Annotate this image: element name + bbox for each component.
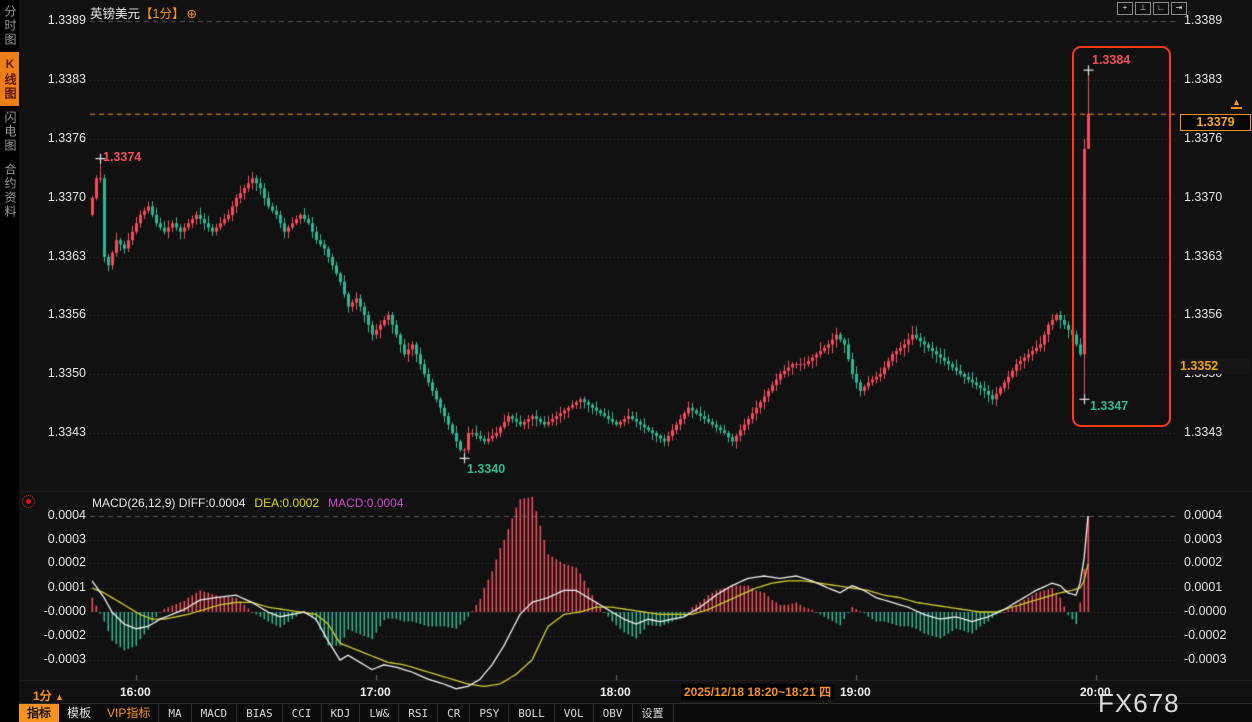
toolbar-item-BIAS[interactable]: BIAS — [236, 704, 282, 722]
macd-tick-left: -0.0000 — [43, 604, 86, 618]
axis-pan-icon[interactable]: ∟ — [1153, 2, 1169, 15]
indicator-alert-icon[interactable] — [22, 495, 35, 508]
reference-price-tag: 1.3352 — [1180, 358, 1251, 374]
price-tick-right: 1.3363 — [1184, 249, 1223, 263]
toolbar-item-设置[interactable]: 设置 — [631, 704, 674, 722]
chevron-up-icon: ▲ — [55, 692, 64, 702]
price-tick-right: 1.3389 — [1184, 13, 1223, 27]
macd-tick-right: 0.0003 — [1184, 532, 1223, 546]
time-tick-17:00: 17:00 — [360, 685, 391, 699]
early-high-label: 1.3374 — [103, 150, 142, 164]
indicator-toolbar: 指标 模板 VIP指标 MA MACD BIAS CCI KDJ LW& RSI CR PSY BOLL… — [19, 703, 1252, 722]
crosshair-icon[interactable]: + — [1117, 2, 1133, 15]
time-tick-18:00: 18:00 — [600, 685, 631, 699]
toolbar-item-VIP指标[interactable]: VIP指标 — [107, 706, 151, 720]
spike-low-label: 1.3347 — [1090, 399, 1129, 413]
axis-scale-icon[interactable]: ⊥ — [1135, 2, 1151, 15]
toolbar-item-指标[interactable]: 指标 — [19, 704, 60, 722]
macd-tick-left: -0.0002 — [43, 628, 86, 642]
sidebar-item-合约资料[interactable]: 合约资料 — [3, 163, 17, 219]
macd-tick-right: 0.0001 — [1184, 580, 1223, 594]
session-high-label: 1.3384 — [1092, 53, 1131, 67]
session-low-label: 1.3340 — [467, 462, 506, 476]
macd-tick-left: 0.0001 — [47, 580, 86, 594]
toolbar-item-CR[interactable]: CR — [437, 704, 469, 722]
price-tick-right: 1.3356 — [1184, 307, 1223, 321]
macd-tick-left: 0.0002 — [47, 555, 86, 569]
price-up-arrow-icon: ▲ — [1231, 97, 1242, 109]
price-tick-left: 1.3363 — [47, 249, 86, 263]
price-tick-left: 1.3350 — [47, 366, 86, 380]
dea-value: DEA:0.0002 — [254, 496, 320, 510]
price-tick-left: 1.3389 — [47, 13, 86, 27]
chart-title: 英镑美元【1分】 ⊕ — [90, 3, 197, 22]
macd-tick-left: 0.0004 — [47, 508, 86, 522]
price-tick-left: 1.3383 — [47, 72, 86, 86]
price-tick-right: 1.3383 — [1184, 72, 1223, 86]
price-tick-left: 1.3356 — [47, 307, 86, 321]
toolbar-item-MACD[interactable]: MACD — [190, 704, 237, 722]
price-tick-right: 1.3343 — [1184, 425, 1223, 439]
toolbar-item-BOLL[interactable]: BOLL — [508, 704, 554, 722]
candle-time-tooltip: 2025/12/18 18:20~18:21 四 — [681, 684, 835, 700]
toolbar-item-VOL[interactable]: VOL — [553, 704, 593, 722]
time-tick-16:00: 16:00 — [120, 685, 151, 699]
macd-tick-right: -0.0000 — [1184, 604, 1227, 618]
toolbar-item-OBV[interactable]: OBV — [592, 704, 632, 722]
jump-latest-icon[interactable]: ⇥ — [1171, 2, 1187, 15]
period-tag: 【1分】 — [140, 7, 185, 21]
period-selector[interactable]: 1分 ▲ — [33, 689, 64, 703]
last-price-tag[interactable]: 1.3379 — [1180, 114, 1251, 131]
macd-value: MACD:0.0004 — [328, 496, 404, 510]
price-tick-left: 1.3343 — [47, 425, 86, 439]
circle-plus-icon[interactable]: ⊕ — [186, 7, 197, 21]
price-tick-right: 1.3370 — [1184, 190, 1223, 204]
toolbar-item-RSI[interactable]: RSI — [398, 704, 437, 722]
fx678-watermark: FX678 — [1098, 688, 1180, 718]
sidebar-item-分时图[interactable]: 分时图 — [3, 5, 17, 47]
macd-tick-left: 0.0003 — [47, 532, 86, 546]
spike-highlight-box — [1072, 46, 1171, 427]
toolbar-item-CCI[interactable]: CCI — [281, 704, 321, 722]
macd-tick-right: 0.0004 — [1184, 508, 1223, 522]
toolbar-item-LW&[interactable]: LW& — [359, 704, 398, 722]
toolbar-item-模板[interactable]: 模板 — [67, 706, 92, 720]
price-tick-left: 1.3376 — [47, 131, 86, 145]
toolbar-item-PSY[interactable]: PSY — [469, 704, 508, 722]
time-tick-20:00: 20:00 — [1080, 685, 1111, 699]
time-tick-19:00: 19:00 — [840, 685, 871, 699]
sidebar-item-闪电图[interactable]: 闪电图 — [3, 111, 17, 153]
price-tick-right: 1.3376 — [1184, 131, 1223, 145]
toolbar-item-MA[interactable]: MA — [158, 704, 190, 722]
chart-tool-icons: + ⊥ ∟ ⇥ — [1117, 2, 1187, 15]
toolbar-item-KDJ[interactable]: KDJ — [320, 704, 360, 722]
macd-title: MACD(26,12,9) DIFF:0.0004 — [92, 496, 246, 510]
macd-tick-right: -0.0003 — [1184, 652, 1227, 666]
macd-tick-right: 0.0002 — [1184, 555, 1223, 569]
macd-tick-right: -0.0002 — [1184, 628, 1227, 642]
sidebar-item-K线图[interactable]: K线图 — [0, 52, 19, 106]
macd-tick-left: -0.0003 — [43, 652, 86, 666]
symbol-name: 英镑美元 — [90, 7, 141, 21]
macd-info-row: MACD(26,12,9) DIFF:0.0004 DEA:0.0002 MACD:… — [92, 496, 404, 510]
price-tick-left: 1.3370 — [47, 190, 86, 204]
left-tab-bar: 分时图 K线图闪电图合约资料 — [0, 0, 19, 722]
